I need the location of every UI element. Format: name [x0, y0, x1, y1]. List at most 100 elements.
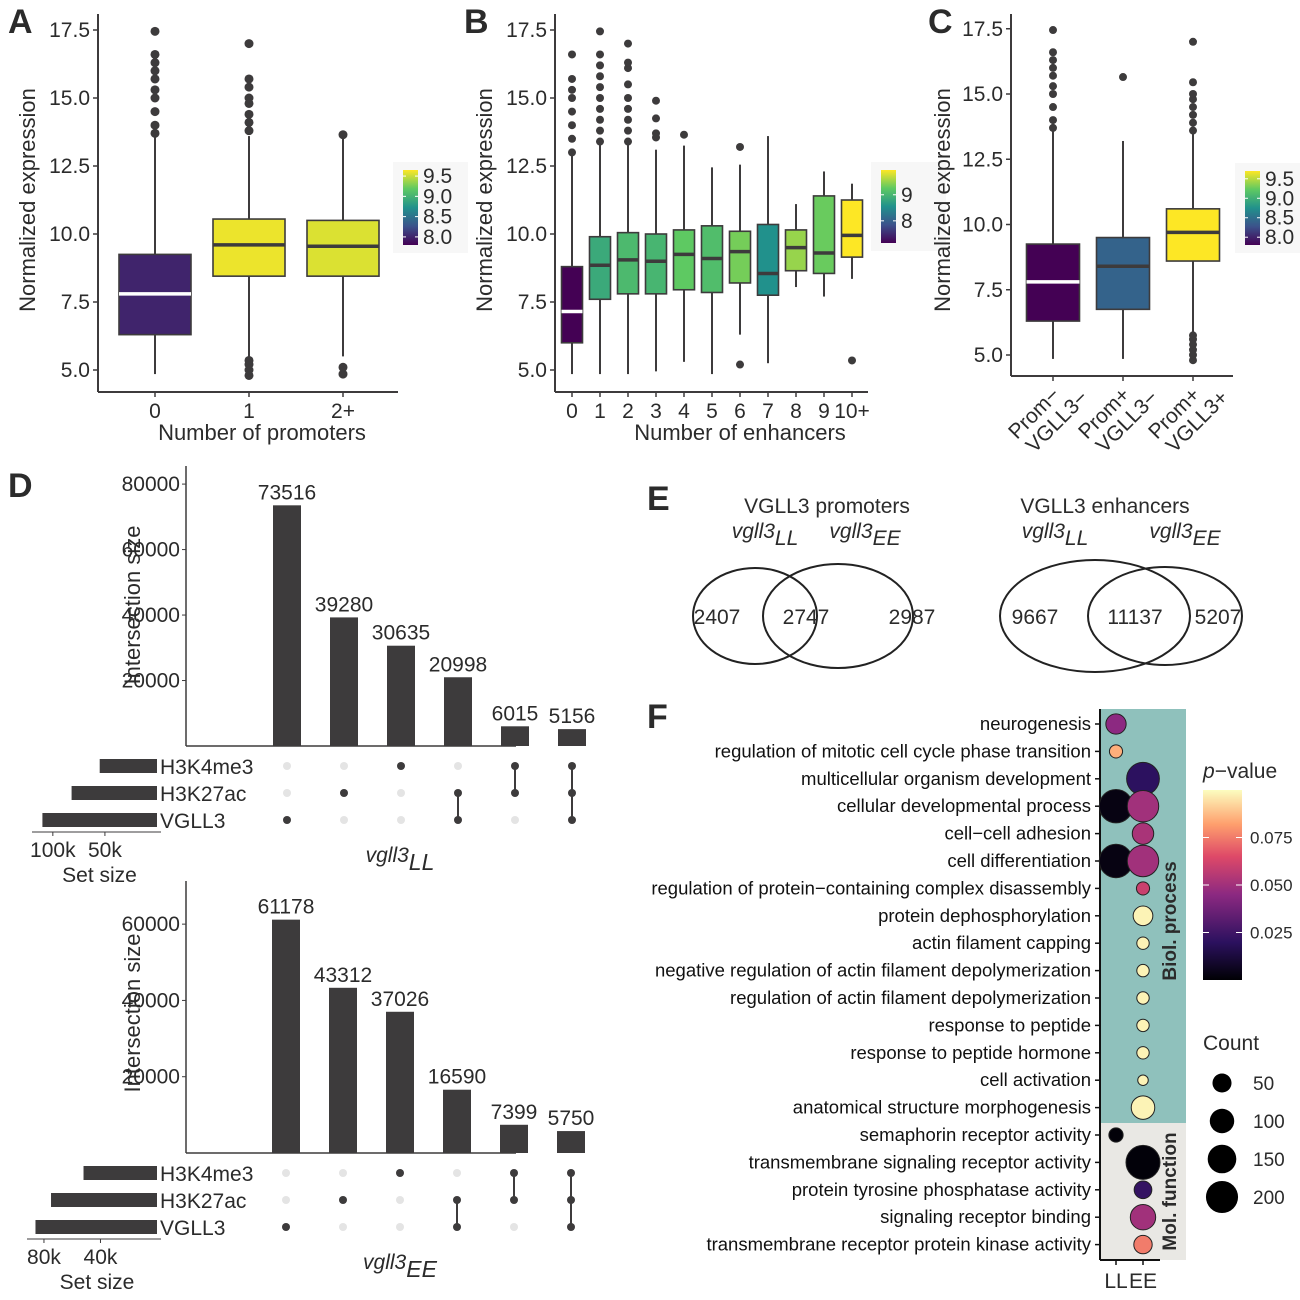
- intersection-bar: [387, 645, 415, 746]
- outlier-point: [1189, 90, 1197, 98]
- matrix-dot-inactive: [454, 762, 462, 770]
- x-tick-label: 7: [762, 400, 774, 423]
- outlier-point: [596, 72, 604, 81]
- venn-left-only-count: 9667: [1012, 606, 1059, 629]
- go-term-label: cell differentiation: [947, 850, 1091, 871]
- go-term-label: response to peptide hormone: [850, 1042, 1091, 1063]
- y-tick-label: 5.0: [518, 359, 547, 382]
- y-tick-label: 20000: [122, 1066, 180, 1089]
- x-tick-label: 0: [149, 400, 161, 423]
- panel-a-ylabel: Normalized expression: [15, 88, 40, 312]
- outlier-point: [150, 128, 160, 138]
- set-size-bar: [99, 759, 157, 773]
- outlier-point: [338, 130, 348, 140]
- matrix-dot-inactive: [453, 1169, 461, 1177]
- outlier-point: [568, 148, 576, 157]
- venn-left-label-sub: LL: [1065, 527, 1088, 550]
- venn-right-circle: [1087, 566, 1243, 666]
- outlier-point: [596, 94, 604, 102]
- count-legend-label: 100: [1253, 1112, 1285, 1133]
- set-size-tick-label: 50k: [88, 839, 122, 862]
- venn-left-only-count: 2407: [694, 606, 741, 629]
- go-term-dot: [1136, 936, 1150, 950]
- go-term-dot: [1136, 1046, 1150, 1060]
- panel-a-xlabel: Number of promoters: [158, 420, 366, 445]
- matrix-dot-inactive: [339, 1169, 347, 1177]
- outlier-point: [736, 360, 744, 369]
- venn-right-label-main: vgll3: [1149, 520, 1193, 543]
- go-term-label: neurogenesis: [980, 713, 1091, 734]
- upset-title-main: vgll3: [363, 1251, 407, 1274]
- venn-left-set-label: vgll3LL: [1022, 520, 1089, 550]
- x-tick-label: 1: [243, 400, 255, 423]
- matrix-dot-inactive: [397, 816, 405, 824]
- matrix-dot-inactive: [283, 789, 291, 797]
- panel-letter-e: E: [647, 480, 670, 518]
- colorbar-tick-label: 9.5: [1265, 168, 1294, 191]
- outlier-point: [1049, 82, 1057, 91]
- go-term-label: response to peptide: [928, 1014, 1091, 1035]
- y-tick-label: 60000: [122, 539, 180, 562]
- matrix-dot-inactive: [340, 762, 348, 770]
- x-tick-label: Prom+VGLL3+: [1144, 371, 1233, 460]
- y-tick-label: 15.0: [49, 87, 90, 110]
- outlier-point: [596, 83, 604, 92]
- intersection-bar: [500, 1124, 528, 1153]
- colorbar-tick-label: 8.5: [423, 206, 452, 229]
- matrix-dot-inactive: [510, 1223, 518, 1231]
- set-size-bar: [83, 1166, 157, 1180]
- outlier-point: [652, 114, 660, 123]
- set-size-bar: [51, 1193, 157, 1207]
- pvalue-colorbar: [1203, 790, 1242, 980]
- go-term-dot: [1133, 1180, 1153, 1200]
- matrix-dot-inactive: [397, 789, 405, 797]
- go-term-label: actin filament capping: [912, 932, 1091, 953]
- outlier-point: [652, 129, 660, 138]
- outlier-point: [1049, 90, 1057, 98]
- intersection-bar: [444, 677, 472, 746]
- go-term-label: protein dephosphorylation: [878, 905, 1091, 926]
- outlier-point: [150, 26, 160, 36]
- upset-plot-ll: 20000 40000 60000 80000 73516 39280 30635 20998…: [30, 466, 595, 887]
- x-tick-label: 3: [650, 400, 662, 423]
- outlier-point: [1049, 48, 1057, 57]
- x-tick-label: Prom+VGLL3−: [1074, 371, 1163, 460]
- venn-right-set-label: vgll3EE: [829, 520, 901, 550]
- outlier-point: [568, 94, 576, 102]
- outlier-point: [150, 49, 160, 59]
- outlier-point: [652, 96, 660, 105]
- panel-letter-b: B: [464, 3, 489, 41]
- y-tick-label: 40000: [122, 604, 180, 627]
- set-name-label: H3K27ac: [160, 1190, 246, 1213]
- upset-title-subscript: LL: [409, 849, 435, 875]
- x-tick-label: LL: [1104, 1270, 1127, 1293]
- outlier-point: [568, 134, 576, 143]
- box-iqr: [212, 218, 286, 277]
- matrix-dot-inactive: [511, 816, 519, 824]
- panel-letter-d: D: [8, 467, 33, 505]
- outlier-point: [624, 80, 632, 89]
- boxplot-panel-b: 5.07.510.012.515.017.50 1 2 3 4 5 6 7 8 9 10+89: [506, 14, 946, 423]
- outlier-point: [624, 137, 632, 146]
- outlier-point: [244, 117, 254, 127]
- intersection-bar: [272, 919, 300, 1153]
- x-tick-label: 2: [622, 400, 634, 423]
- venn-left-label-main: vgll3: [1022, 520, 1066, 543]
- colorbar-tick-label: 8.0: [1265, 226, 1294, 249]
- y-tick-label: 60000: [122, 913, 180, 936]
- colorbar-gradient: [403, 170, 418, 245]
- y-tick-label: 12.5: [962, 148, 1003, 171]
- y-tick-label: 7.5: [974, 279, 1003, 302]
- outlier-point: [848, 356, 856, 365]
- set-name-label: H3K4me3: [160, 1163, 253, 1186]
- intersection-value-label: 16590: [428, 1066, 486, 1089]
- outlier-point: [596, 126, 604, 135]
- intersection-value-label: 61178: [258, 896, 315, 919]
- intersection-value-label: 7399: [491, 1101, 538, 1124]
- y-tick-label: 10.0: [962, 214, 1003, 237]
- go-term-label: anatomical structure morphogenesis: [793, 1097, 1091, 1118]
- x-tick-label: 4: [678, 400, 690, 423]
- set-size-tick-label: 40k: [84, 1246, 118, 1269]
- panel-b-ylabel: Normalized expression: [472, 88, 497, 312]
